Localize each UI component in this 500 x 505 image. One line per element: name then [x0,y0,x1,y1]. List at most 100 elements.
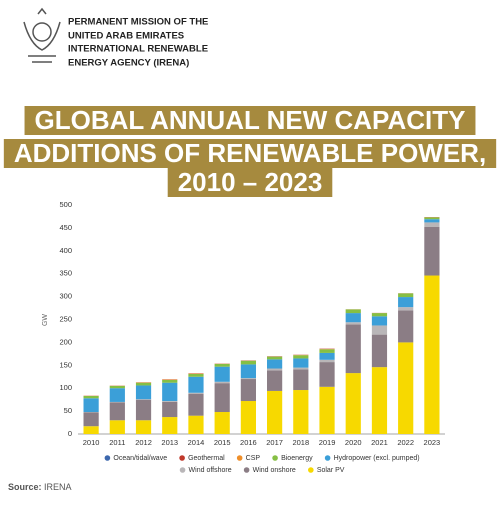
legend-item: CSP [237,455,261,462]
legend-label: Solar PV [317,467,345,474]
bar-segment [372,367,387,434]
legend-item: Solar PV [308,467,345,474]
bar-segment [346,322,361,324]
x-tick-label: 2014 [188,438,205,447]
bar-segment [188,374,203,377]
bar-segment [398,307,413,310]
bar-segment [424,276,439,434]
legend-swatch [237,455,243,461]
x-tick-label: 2013 [161,438,178,447]
x-tick-label: 2022 [397,438,414,447]
legend-item: Ocean/tidal/wave [105,455,168,462]
y-tick-label: 300 [59,292,72,301]
bar-segment [372,313,387,316]
bar-segment [110,402,125,420]
bar-segment [188,377,203,393]
x-tick-label: 2016 [240,438,257,447]
legend-label: Hydropower (excl. pumped) [334,455,420,462]
bar-segment [162,383,177,401]
header-line: ENERGY AGENCY (IRENA) [68,58,189,69]
chart-title: GLOBAL ANNUAL NEW CAPACITY [35,105,466,135]
bar-segment [346,309,361,313]
legend-swatch [244,467,250,473]
bar-segment [241,361,256,365]
legend-swatch [179,455,185,461]
y-tick-label: 450 [59,223,72,232]
y-tick-label: 0 [68,429,72,438]
bar-segment [162,380,177,383]
bar-segment [424,222,439,227]
bar-segment [293,355,308,358]
x-tick-label: 2017 [266,438,283,447]
legend-label: Geothermal [188,455,225,462]
bar-segment [136,383,151,386]
x-tick-label: 2018 [292,438,309,447]
bar-segment [84,396,99,398]
y-tick-label: 200 [59,337,72,346]
legend-swatch [180,467,186,473]
y-tick-label: 100 [59,383,72,392]
bar-segment [162,402,177,417]
legend-item: Bioenergy [272,455,313,462]
legend-item: Wind offshore [180,467,232,474]
bar-segment [398,310,413,342]
legend-swatch [105,455,111,461]
bar-segment [293,368,308,370]
legend-label: Wind offshore [189,467,232,474]
emblem [24,9,60,62]
bar-segment [319,362,334,387]
header-line: INTERNATIONAL RENEWABLE [68,44,208,55]
bar-segment [241,364,256,378]
bar-segment [162,417,177,434]
bar-segment [110,420,125,434]
bar-segment [188,416,203,434]
bar-segment [84,426,99,434]
bar-segment [293,390,308,434]
bar-segment [372,325,387,334]
bar-segment [424,227,439,276]
bar-segment [267,370,282,391]
bar-segment [215,382,230,383]
y-axis-label: GW [42,314,49,326]
x-tick-label: 2019 [319,438,336,447]
bar-segment [398,293,413,297]
y-tick-label: 350 [59,269,72,278]
legend-item: Hydropower (excl. pumped) [325,455,420,462]
bar-segment [424,219,439,222]
chart-title: ADDITIONS OF RENEWABLE POWER, [14,138,486,168]
legend-swatch [308,467,314,473]
bar-segment [372,316,387,325]
legend-item: Geothermal [179,455,225,462]
bar-segment [267,357,282,360]
bar-segment [110,386,125,388]
bar-segment [136,385,151,399]
header-line: UNITED ARAB EMIRATES [68,31,184,42]
y-tick-label: 150 [59,360,72,369]
bar-segment [215,412,230,434]
bar-segment [267,359,282,368]
bar-segment [319,353,334,360]
x-tick-label: 2012 [135,438,152,447]
bar-segment [267,391,282,434]
x-tick-label: 2011 [109,438,125,447]
legend-label: Wind onshore [253,467,296,474]
bar-segment [241,401,256,434]
bar-segment [398,342,413,434]
bar-segment [267,369,282,371]
bar-segment [319,360,334,362]
y-tick-label: 500 [59,200,72,209]
y-tick-label: 400 [59,246,72,255]
bar-segment [372,335,387,368]
bar-segment [188,393,203,394]
chart-title: 2010 – 2023 [178,167,323,197]
bar-segment [162,401,177,402]
bar-segment [319,349,334,353]
bar-segment [398,297,413,307]
legend-swatch [325,455,331,461]
legend-item: Wind onshore [244,467,296,474]
x-tick-label: 2010 [83,438,100,447]
source-text: IRENA [44,482,72,492]
bar-segment [215,383,230,412]
legend-label: CSP [246,455,261,462]
